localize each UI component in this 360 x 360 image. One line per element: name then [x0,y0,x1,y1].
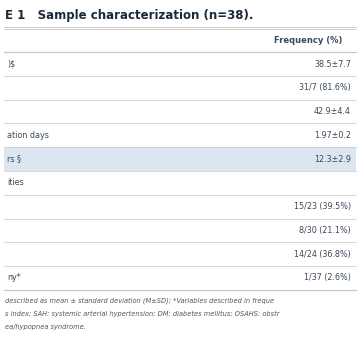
Text: ities: ities [7,178,24,187]
Text: ea/hypopnea syndrome.: ea/hypopnea syndrome. [5,324,86,330]
Text: 1.97±0.2: 1.97±0.2 [314,131,351,140]
Bar [4,147,356,171]
Text: 38.5±7.7: 38.5±7.7 [314,59,351,68]
Text: 14/24 (36.8%): 14/24 (36.8%) [294,250,351,258]
Text: 1/37 (2.6%): 1/37 (2.6%) [304,273,351,282]
Text: 8/30 (21.1%): 8/30 (21.1%) [299,226,351,235]
Text: ny*: ny* [7,273,21,282]
Text: 42.9±4.4: 42.9±4.4 [314,107,351,116]
Text: Frequency (%): Frequency (%) [274,36,342,45]
Text: 31/7 (81.6%): 31/7 (81.6%) [299,83,351,92]
Text: rs §: rs § [7,154,21,163]
Text: ation days: ation days [7,131,49,140]
Text: E 1   Sample characterization (n=38).: E 1 Sample characterization (n=38). [5,9,254,22]
Text: )$: )$ [7,59,15,68]
Text: described as mean ± standard deviation (M±SD); *Variables described in freque: described as mean ± standard deviation (… [5,297,275,303]
Text: s index; SAH: systemic arterial hypertension; DM: diabetes mellitus; OSAHS: obst: s index; SAH: systemic arterial hyperten… [5,311,280,317]
Text: 15/23 (39.5%): 15/23 (39.5%) [294,202,351,211]
Text: 12.3±2.9: 12.3±2.9 [314,154,351,163]
